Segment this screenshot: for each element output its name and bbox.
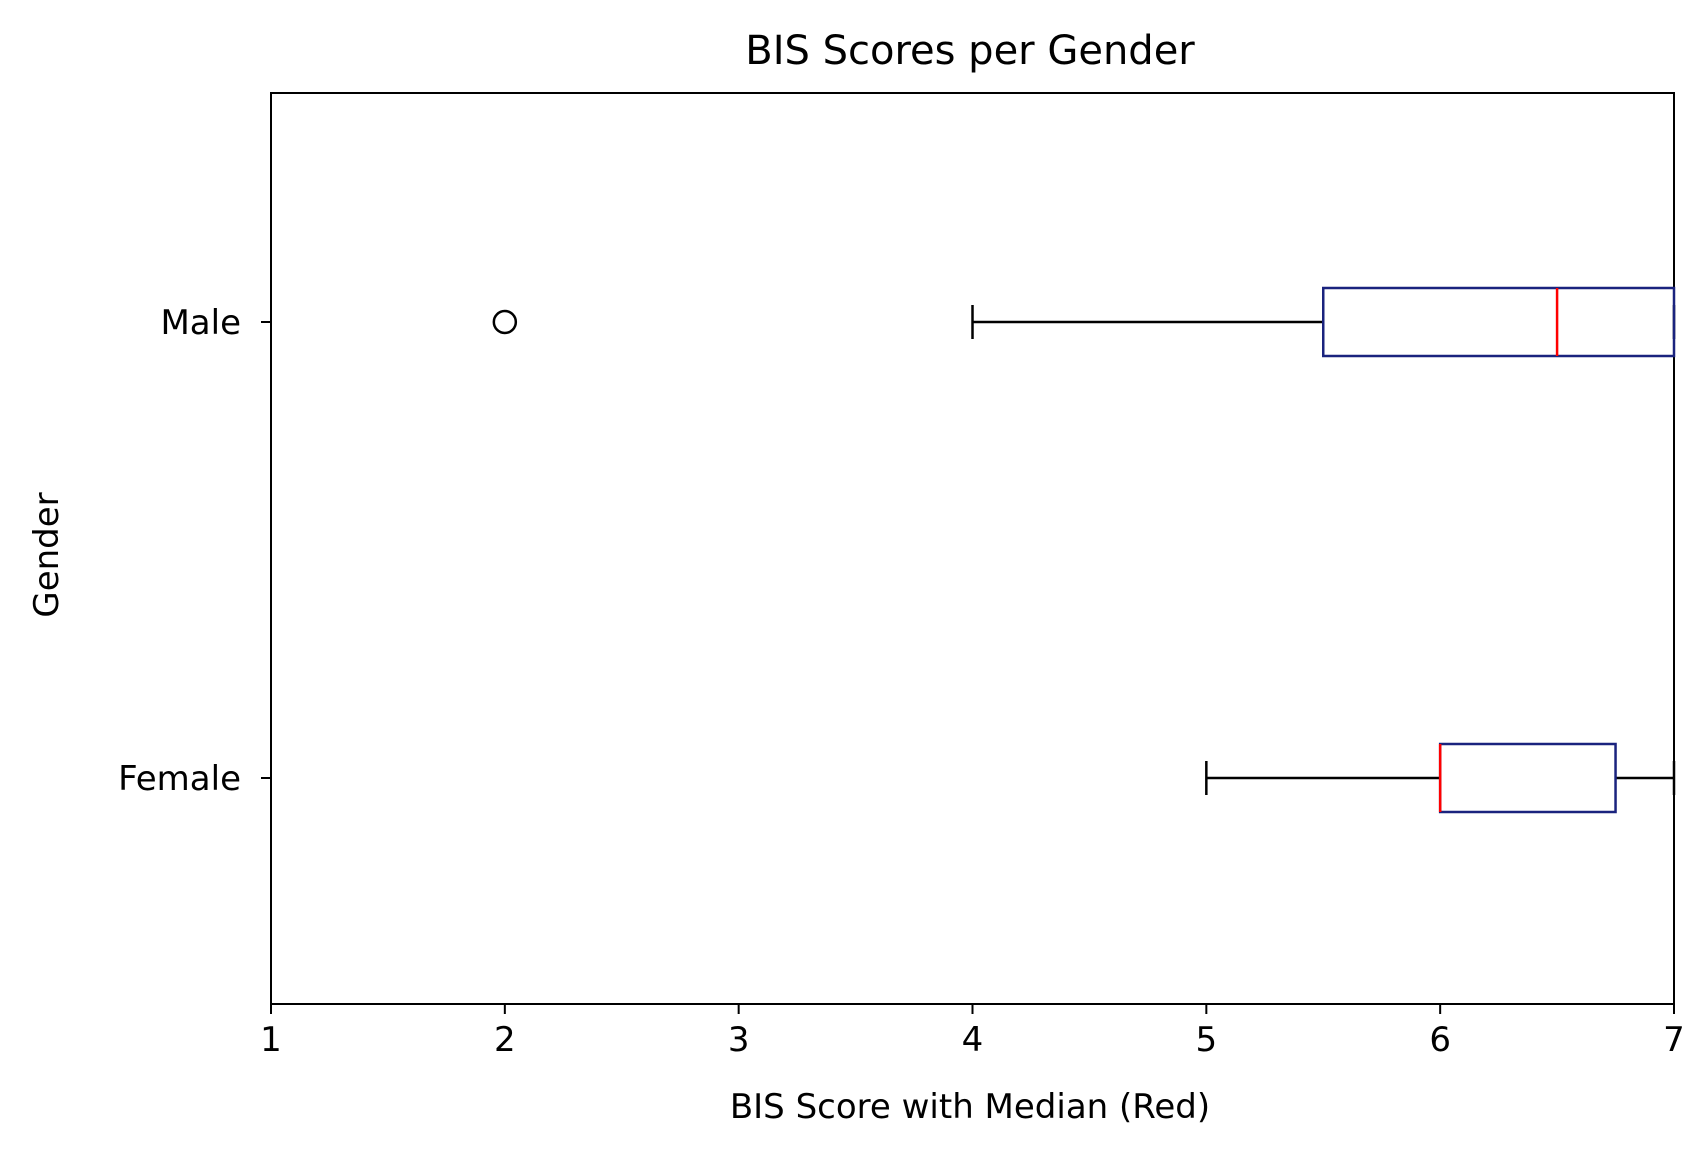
chart-title: BIS Scores per Gender: [745, 28, 1195, 74]
x-tick-label: 4: [962, 1020, 984, 1060]
y-axis-label: Gender: [27, 492, 67, 617]
male-outlier: [492, 309, 518, 335]
x-tick-label: 2: [494, 1020, 516, 1060]
x-tick-label: 1: [260, 1020, 282, 1060]
y-tick-label-female: Female: [118, 759, 241, 799]
x-tick-label: 5: [1196, 1020, 1218, 1060]
x-tick-label: 7: [1663, 1020, 1685, 1060]
male-box: [1322, 286, 1676, 358]
y-tick-label-male: Male: [160, 303, 241, 343]
x-tick-label: 6: [1429, 1020, 1451, 1060]
plot-area: 1 2 3 4 5 6 7 Male Female: [118, 92, 1685, 1060]
x-axis-label: BIS Score with Median (Red): [730, 1087, 1210, 1127]
x-tick-label: 3: [728, 1020, 750, 1060]
